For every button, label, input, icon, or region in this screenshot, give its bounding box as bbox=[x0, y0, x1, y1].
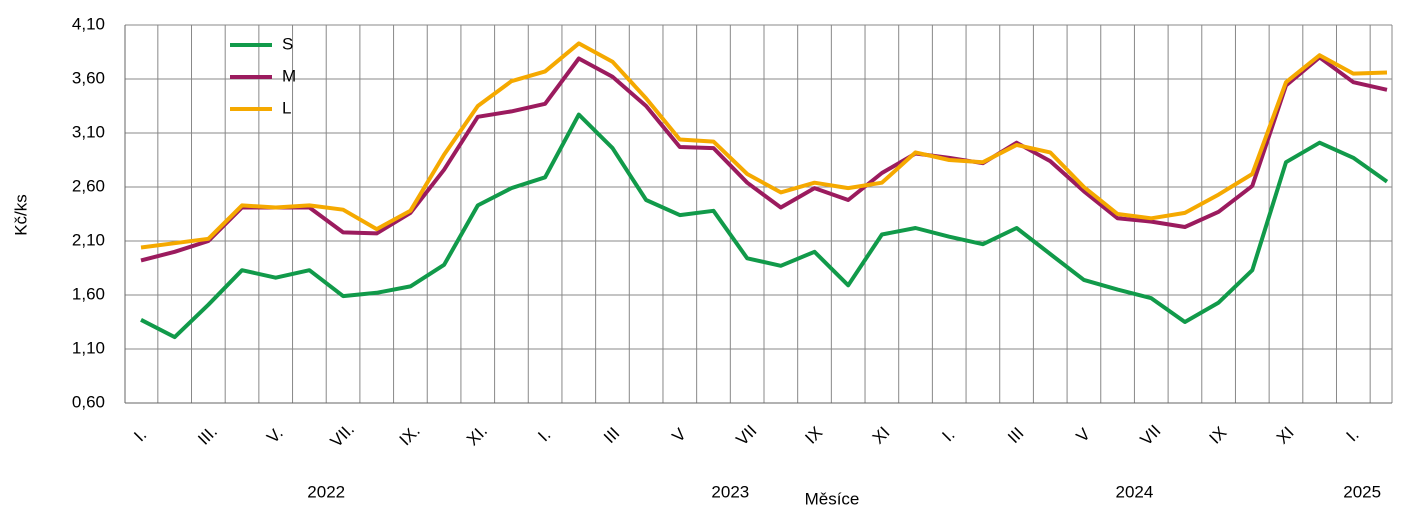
y-axis-label: Kč/ks bbox=[11, 194, 30, 236]
x-tick-label: I. bbox=[534, 425, 554, 445]
legend-label: S bbox=[282, 34, 293, 53]
x-tick-label: I. bbox=[938, 425, 958, 445]
y-tick-label: 2,10 bbox=[72, 230, 105, 249]
x-tick-label: XI. bbox=[463, 421, 491, 449]
x-tick-label: XI bbox=[1273, 423, 1298, 448]
x-tick-label: V bbox=[668, 424, 690, 446]
year-label: 2023 bbox=[711, 482, 749, 501]
y-tick-label: 4,10 bbox=[72, 14, 105, 33]
x-tick-label: IX bbox=[801, 423, 826, 448]
x-tick-label: V. bbox=[263, 423, 287, 447]
y-tick-label: 1,60 bbox=[72, 284, 105, 303]
x-tick-label: III bbox=[600, 424, 623, 447]
x-tick-label: IX bbox=[1206, 423, 1231, 448]
y-tick-label: 1,10 bbox=[72, 338, 105, 357]
x-tick-label: XI bbox=[869, 423, 894, 448]
line-series bbox=[140, 112, 1389, 340]
x-tick-label: III bbox=[1004, 424, 1027, 447]
x-tick-label: VII bbox=[1136, 421, 1164, 449]
year-label: 2022 bbox=[307, 482, 345, 501]
x-tick-label: III. bbox=[194, 422, 221, 449]
line-series bbox=[140, 55, 1388, 263]
x-axis-label: Měsíce bbox=[805, 489, 860, 508]
x-tick-label: I. bbox=[1343, 425, 1363, 445]
y-tick-label: 3,10 bbox=[72, 122, 105, 141]
y-tick-label: 3,60 bbox=[72, 68, 105, 87]
x-tick-label: V bbox=[1072, 424, 1094, 446]
year-label: 2024 bbox=[1116, 482, 1154, 501]
x-tick-label: VII bbox=[732, 421, 760, 449]
x-tick-label: I. bbox=[130, 425, 150, 445]
x-tick-label: VII. bbox=[327, 420, 358, 451]
year-label: 2025 bbox=[1343, 482, 1381, 501]
line-series bbox=[140, 41, 1388, 250]
x-tick-label: IX. bbox=[396, 421, 424, 449]
y-tick-label: 0,60 bbox=[72, 392, 105, 411]
legend-label: L bbox=[282, 98, 291, 117]
y-tick-label: 2,60 bbox=[72, 176, 105, 195]
legend-label: M bbox=[282, 66, 296, 85]
